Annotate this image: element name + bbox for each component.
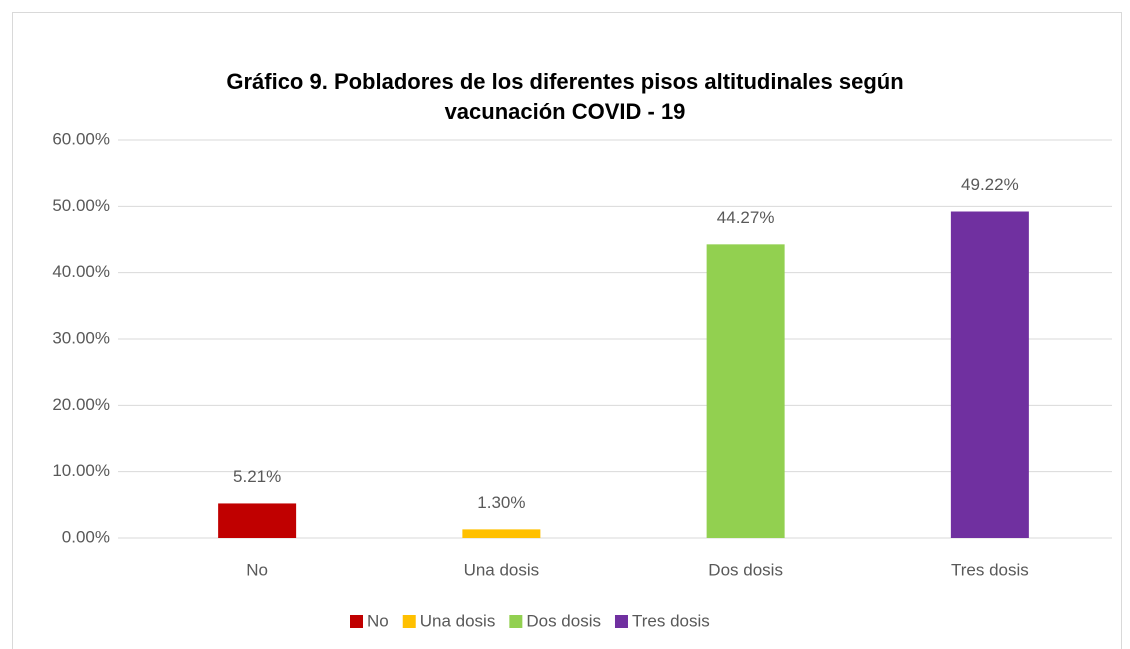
legend-swatch — [614, 615, 628, 628]
x-tick-label: Tres dosis — [951, 560, 1029, 579]
legend-swatch — [402, 615, 416, 628]
y-tick-label: 60.00% — [52, 129, 110, 148]
data-label: 49.22% — [961, 175, 1019, 194]
legend-label: Dos dosis — [526, 611, 601, 630]
y-tick-label: 30.00% — [52, 328, 110, 347]
y-tick-label: 20.00% — [52, 395, 110, 414]
x-tick-label: No — [246, 560, 268, 579]
legend-label: Tres dosis — [632, 611, 710, 630]
legend-swatch — [509, 615, 523, 628]
bar — [950, 211, 1029, 539]
x-tick-label: Una dosis — [464, 560, 540, 579]
legend-label: Una dosis — [420, 611, 496, 630]
chart-frame — [12, 12, 1122, 649]
data-label: 44.27% — [717, 208, 775, 227]
bar — [462, 529, 541, 538]
x-tick-label: Dos dosis — [708, 560, 783, 579]
data-label: 5.21% — [233, 467, 281, 486]
legend-label: No — [367, 611, 389, 630]
data-label: 1.30% — [477, 493, 525, 512]
legend-swatch — [350, 615, 363, 628]
y-tick-label: 50.00% — [52, 196, 110, 215]
y-tick-label: 0.00% — [62, 527, 110, 546]
y-tick-label: 40.00% — [52, 262, 110, 281]
chart-title: vacunación COVID - 19 — [445, 99, 686, 124]
bar — [706, 244, 785, 538]
chart-title: Gráfico 9. Pobladores de los diferentes … — [226, 69, 903, 94]
y-tick-label: 10.00% — [52, 461, 110, 480]
bar — [218, 503, 297, 538]
